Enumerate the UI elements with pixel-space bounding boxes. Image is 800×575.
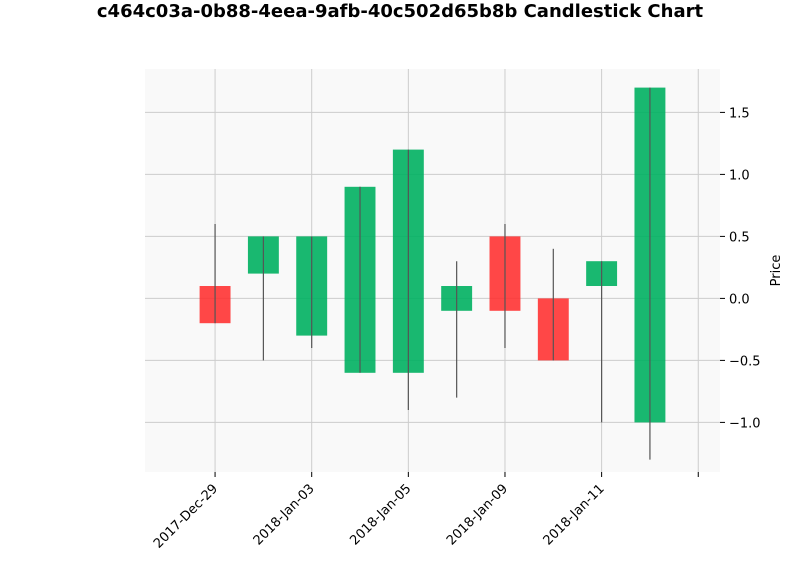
y-tick-label: 1.5	[729, 106, 750, 121]
y-axis: −1.0 −0.5 0.0 0.5 1.0 1.5	[720, 106, 761, 431]
y-tick-label: −0.5	[729, 354, 761, 369]
x-tick-label: 2018-Jan-09	[444, 481, 511, 548]
y-tick-label: −1.0	[729, 416, 761, 431]
x-tick-label: 2018-Jan-11	[541, 481, 608, 548]
candle-down	[199, 224, 231, 324]
y-tick-label: 1.0	[729, 168, 750, 183]
candle-up	[634, 87, 666, 460]
candle-up	[392, 149, 424, 410]
y-tick-label: 0.0	[729, 292, 750, 307]
candle-down	[489, 224, 521, 348]
x-tick-label: 2018-Jan-05	[347, 481, 414, 548]
x-axis: 2017-Dec-29 2018-Jan-03 2018-Jan-05 2018-Ja…	[151, 472, 699, 552]
chart-title: c464c03a-0b88-4eea-9afb-40c502d65b8b Can…	[96, 1, 704, 22]
x-tick-label: 2018-Jan-03	[251, 481, 318, 548]
y-axis-label: Price	[769, 255, 784, 287]
candles	[199, 87, 666, 460]
candle-down	[537, 248, 569, 361]
candle-up	[441, 261, 473, 398]
candle-up	[344, 186, 376, 373]
x-tick-label: 2017-Dec-29	[151, 481, 221, 551]
candle-up	[296, 236, 328, 348]
candle-up	[586, 261, 618, 423]
plot-area	[145, 69, 720, 472]
y-tick-label: 0.5	[729, 230, 750, 245]
candle-up	[247, 236, 279, 361]
